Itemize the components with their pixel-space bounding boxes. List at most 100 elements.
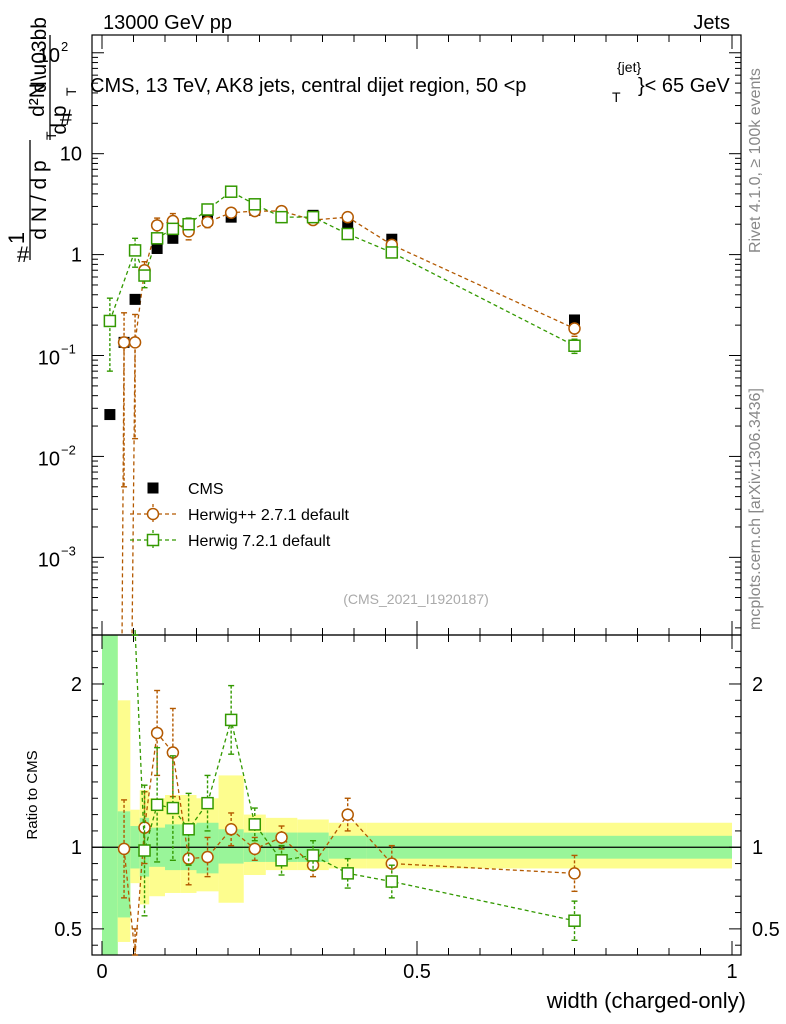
data-point — [129, 293, 141, 305]
svg-text:d\u03bb: d\u03bb — [28, 17, 51, 93]
y-tick-label-top: 10 −3 — [38, 543, 76, 571]
y-tick-label-top: 1 — [71, 245, 82, 267]
data-point — [182, 217, 195, 231]
ratio-point — [568, 914, 581, 927]
data-point — [166, 222, 180, 236]
svg-text:d²N: d²N — [26, 83, 49, 117]
data-point — [342, 218, 354, 230]
series-drop-line — [121, 342, 125, 636]
legend-marker — [146, 533, 160, 547]
svg-text:T: T — [43, 131, 59, 140]
data-point — [104, 409, 116, 421]
svg-text:1: 1 — [4, 232, 29, 244]
ratio-point — [138, 844, 151, 857]
analysis-watermark: (CMS_2021_I1920187) — [343, 591, 489, 607]
data-point — [224, 185, 238, 198]
svg-text:d N / d p: d N / d p — [28, 160, 51, 239]
ratio-point — [248, 818, 262, 831]
data-point — [151, 242, 163, 254]
legend-item: Herwig++ 2.7.1 default — [130, 504, 350, 524]
y-tick-exp: −2 — [61, 442, 76, 457]
data-point — [201, 215, 214, 229]
y-tick-base: 10 — [38, 45, 60, 67]
y-tick-label-top: 10 −1 — [38, 342, 76, 370]
y-tick-label-ratio-right: 0.5 — [752, 919, 780, 941]
ratio-point — [341, 808, 354, 821]
series-2-ratio — [132, 629, 581, 942]
ratio-point — [166, 801, 180, 815]
data-point — [568, 322, 581, 335]
data-point — [224, 206, 238, 219]
y-tick-label-ratio-right: 1 — [752, 837, 763, 859]
data-point — [128, 336, 142, 349]
y-tick-exp: −1 — [61, 342, 76, 357]
legend: CMS Herwig++ 2.7.1 default Herwig 7.2.1 de… — [130, 481, 350, 550]
ratio-point — [150, 798, 164, 812]
x-axis-label: width (charged-only) — [546, 988, 746, 1013]
band-stat — [102, 635, 118, 955]
y-tick-base: 10 — [38, 348, 60, 370]
x-tick-label: 0.5 — [403, 961, 431, 983]
ratio-point — [201, 796, 214, 810]
data-point — [248, 198, 262, 211]
data-point — [569, 314, 580, 326]
data-point — [385, 246, 399, 259]
series-2-markers — [103, 185, 581, 352]
ratio-y-label: Ratio to CMS — [24, 750, 41, 839]
data-point — [306, 210, 320, 224]
y-tick-label-ratio: 0.5 — [54, 919, 82, 941]
data-point — [138, 269, 151, 282]
ratio-point — [182, 823, 195, 836]
series-drop-line — [131, 342, 136, 636]
svg-text:d p: d p — [48, 105, 71, 134]
ratio-point — [306, 849, 320, 862]
svg-text:#: # — [17, 242, 30, 267]
plot-title-main: CMS, 13 TeV, AK8 jets, central dijet reg… — [90, 75, 526, 97]
data-point — [341, 210, 354, 224]
data-point — [568, 339, 581, 352]
y-tick-label-ratio-right: 2 — [752, 674, 763, 696]
ratio-point — [341, 867, 354, 880]
legend-label: Herwig++ 2.7.1 default — [188, 507, 350, 524]
ratio-point — [248, 842, 262, 856]
data-point — [128, 244, 142, 257]
data-point — [150, 219, 164, 232]
header-left: 13000 GeV pp — [103, 12, 232, 34]
x-tick-label: 0 — [96, 961, 107, 983]
ratio-point — [385, 857, 399, 870]
ratio-point — [224, 713, 238, 727]
y-tick-label-ratio: 1 — [71, 837, 82, 859]
y-tick-label-top: 10 2 — [38, 39, 68, 67]
plot-title-sup: {jet} — [617, 59, 641, 75]
ratio-point — [275, 854, 288, 867]
y-tick-label-ratio: 2 — [71, 674, 82, 696]
plot-title: CMS, 13 TeV, AK8 jets, central dijet reg… — [90, 59, 730, 105]
legend-item: Herwig 7.2.1 default — [130, 530, 331, 550]
ratio-point — [224, 823, 238, 836]
data-point — [167, 232, 179, 244]
mcplots-label: mcplots.cern.ch [arXiv:1306.3436] — [747, 388, 764, 630]
data-point — [117, 336, 131, 349]
legend-marker — [147, 482, 159, 494]
series-1-top — [121, 207, 578, 488]
y-tick-label-top: 10 — [60, 144, 82, 166]
ratio-line — [123, 731, 575, 956]
y-tick-base: 10 — [38, 549, 60, 571]
legend-label: CMS — [188, 481, 224, 498]
ratio-point — [385, 875, 399, 888]
data-point — [201, 203, 214, 216]
plot-title-sub: T — [612, 89, 621, 105]
legend-label: Herwig 7.2.1 default — [188, 533, 331, 550]
y-tick-exp: −3 — [61, 543, 76, 558]
legend-marker — [146, 507, 160, 521]
y-tick-exp: 2 — [61, 39, 68, 54]
plot-title-tail: }< 65 GeV — [638, 75, 730, 97]
ratio-point — [201, 850, 214, 864]
data-point — [150, 232, 164, 245]
data-point — [103, 314, 117, 328]
rivet-label: Rivet 4.1.0, ≥ 100k events — [747, 68, 764, 253]
svg-text:#: # — [60, 105, 73, 130]
ratio-point — [275, 831, 288, 844]
